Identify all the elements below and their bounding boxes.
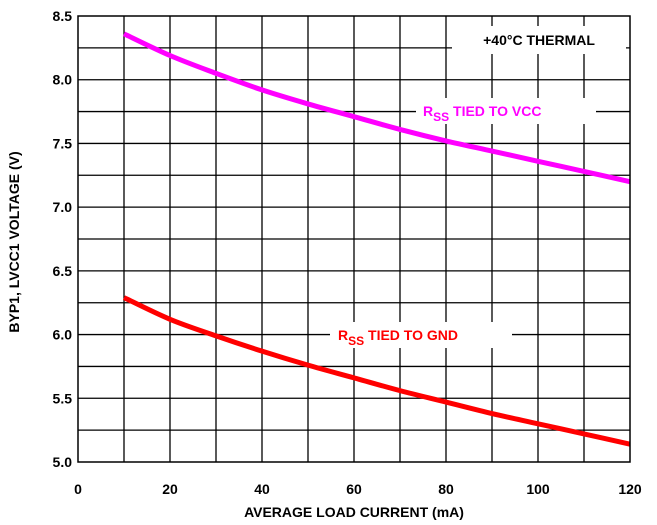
annotation-label: +40°C THERMAL	[483, 32, 595, 48]
series-label-gnd-sub: SS	[348, 334, 364, 348]
y-tick-label: 6.0	[53, 327, 73, 343]
plot-frame	[77, 15, 631, 463]
series-label-vcc-main: R	[423, 103, 433, 119]
series-label-vcc-sub: SS	[433, 110, 449, 124]
y-tick-label: 5.5	[53, 390, 73, 406]
x-tick-label: 40	[254, 481, 270, 497]
series-label-gnd-rest: TIED TO GND	[364, 327, 458, 343]
series-line-gnd	[122, 295, 631, 447]
x-tick-label: 120	[618, 481, 642, 497]
y-tick-label: 7.0	[53, 199, 73, 215]
series-label-gnd: RSS TIED TO GND	[338, 327, 458, 348]
y-tick-label: 5.0	[53, 454, 73, 470]
series-label-gnd-bg	[330, 322, 512, 348]
y-tick-labels: 5.0 5.5 6.0 6.5 7.0 7.5 8.0 8.5	[53, 8, 73, 470]
series-label-gnd-main: R	[338, 327, 348, 343]
series-label-vcc: RSS TIED TO VCC	[423, 103, 541, 124]
y-tick-label: 8.5	[53, 8, 73, 24]
series-label-vcc-bg	[416, 98, 596, 124]
y-axis-label: BYP1, LVCC1 VOLTAGE (V)	[6, 151, 22, 332]
y-tick-label: 6.5	[53, 263, 73, 279]
series-label-vcc-rest: TIED TO VCC	[449, 103, 541, 119]
annotation-box	[452, 26, 626, 54]
x-tick-label: 60	[346, 481, 362, 497]
y-tick-label: 8.0	[53, 72, 73, 88]
series-lines	[122, 31, 631, 447]
x-axis-label: AVERAGE LOAD CURRENT (mA)	[244, 504, 464, 520]
grid	[78, 16, 630, 462]
series-line-vcc	[122, 31, 631, 185]
x-tick-label: 0	[74, 481, 82, 497]
x-tick-labels: 0 20 40 60 80 100 120	[74, 481, 642, 497]
x-tick-label: 20	[162, 481, 178, 497]
y-tick-label: 7.5	[53, 135, 73, 151]
x-tick-label: 80	[438, 481, 454, 497]
x-tick-label: 100	[526, 481, 550, 497]
